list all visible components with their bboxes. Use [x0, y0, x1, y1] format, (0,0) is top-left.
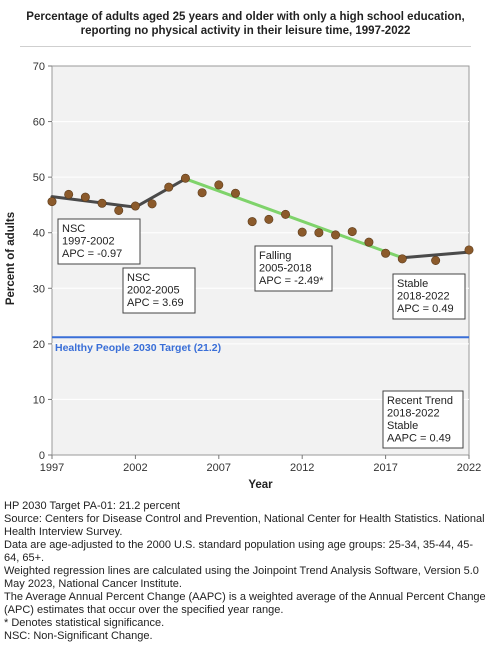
data-point — [397, 254, 407, 264]
annotation-box — [392, 273, 466, 320]
title-divider — [20, 46, 471, 47]
data-point — [281, 209, 291, 219]
annotation-text: Recent Trend — [387, 395, 453, 407]
annotation-text: AAPC = 0.49 — [387, 433, 451, 445]
annotation-box — [382, 390, 464, 449]
data-point — [347, 227, 357, 237]
y-tick-label: 30 — [33, 283, 45, 295]
data-point — [264, 214, 274, 224]
annotation-text: NSC — [62, 223, 85, 235]
footnote-significance: * Denotes statistical significance. — [4, 617, 165, 629]
footnote-aapc: The Average Annual Percent Change (AAPC)… — [4, 591, 486, 616]
x-tick-label: 1997 — [40, 462, 64, 474]
y-tick-label: 20 — [33, 339, 45, 351]
chart-canvas: 0 10 20 30 40 50 60 70 1997 2002 2007 2012 2017 2022 Y… — [5, 61, 481, 491]
trend-segment-stable — [400, 250, 471, 260]
x-tick-label: 2022 — [457, 462, 481, 474]
data-point — [230, 188, 240, 198]
data-point — [381, 248, 391, 258]
data-point — [297, 227, 307, 237]
annotation-text: 2018-2022 — [397, 291, 450, 303]
annotation-box — [254, 245, 333, 292]
x-tick-label: 2007 — [207, 462, 231, 474]
footnotes: HP 2030 Target PA-01: 21.2 percent Sourc… — [4, 500, 488, 643]
footnote-source: Source: Centers for Disease Control and … — [4, 513, 485, 538]
annotation-box — [122, 267, 196, 314]
annotation-text: 2018-2022 — [387, 408, 440, 420]
data-point — [197, 188, 207, 198]
data-point — [114, 205, 124, 215]
annotation-text: APC = 3.69 — [127, 297, 184, 309]
target-label: Healthy People 2030 Target (21.2) — [55, 342, 221, 354]
annotation-text: Stable — [387, 420, 418, 432]
trend-segment-nsc — [133, 177, 187, 209]
data-point — [147, 199, 157, 209]
data-point — [47, 197, 57, 207]
data-point — [247, 217, 257, 227]
data-point — [464, 245, 474, 255]
annotation-text: APC = -0.97 — [62, 248, 122, 260]
annotation-box — [57, 218, 141, 265]
annotation-text: Stable — [397, 278, 428, 290]
data-point — [364, 237, 374, 247]
y-tick-label: 0 — [39, 450, 45, 462]
y-tick-label: 50 — [33, 172, 45, 184]
data-point — [64, 189, 74, 199]
data-point — [331, 230, 341, 240]
annotation-text: APC = 0.49 — [397, 303, 454, 315]
data-point — [431, 255, 441, 265]
chart-title: Percentage of adults aged 25 years and o… — [26, 11, 465, 37]
y-tick-label: 60 — [33, 117, 45, 129]
x-tick-label: 2012 — [290, 462, 314, 474]
data-point — [180, 173, 190, 183]
footnote-target: HP 2030 Target PA-01: 21.2 percent — [4, 500, 181, 512]
data-point — [164, 182, 174, 192]
data-point — [97, 198, 107, 208]
annotation-text: 2002-2005 — [127, 285, 180, 297]
footnote-nsc: NSC: Non-Significant Change. — [4, 630, 153, 642]
footnote-age-adjust: Data are age-adjusted to the 2000 U.S. s… — [4, 539, 474, 564]
x-axis-label: Year — [248, 479, 273, 491]
annotation-text: Falling — [259, 250, 291, 262]
data-point — [214, 180, 224, 190]
x-tick-label: 2017 — [373, 462, 397, 474]
x-tick-label: 2002 — [123, 462, 147, 474]
footnote-regression: Weighted regression lines are calculated… — [4, 565, 479, 590]
y-axis-label: Percent of adults — [5, 212, 17, 305]
y-tick-label: 40 — [33, 228, 45, 240]
annotation-text: APC = -2.49* — [259, 275, 324, 287]
trend-segment-nsc — [50, 195, 137, 209]
annotation-text: NSC — [127, 272, 150, 284]
data-point — [130, 201, 140, 211]
annotation-text: 1997-2002 — [62, 236, 115, 248]
y-tick-label: 10 — [33, 394, 45, 406]
data-point — [80, 192, 90, 202]
data-point — [314, 228, 324, 238]
y-tick-label: 70 — [33, 61, 45, 73]
annotation-text: 2005-2018 — [259, 263, 312, 275]
